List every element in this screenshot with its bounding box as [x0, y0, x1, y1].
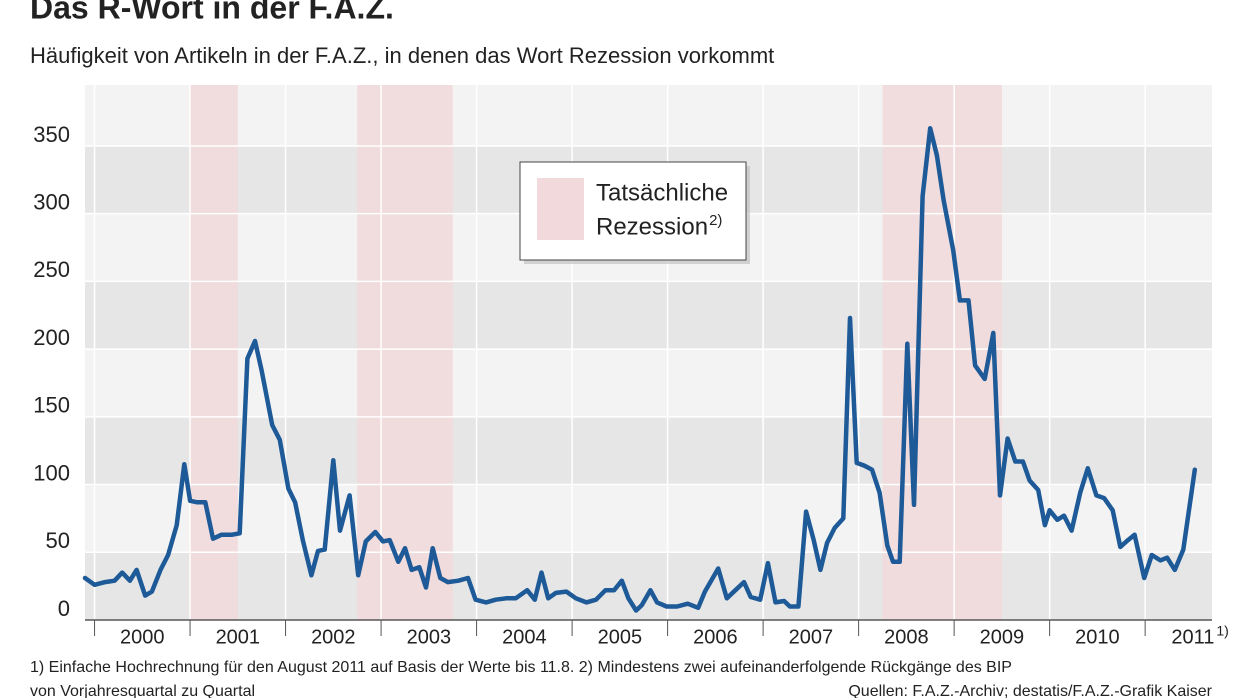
x-tick-label: 2010 [1075, 626, 1120, 648]
footnote: von Vorjahresquartal zu Quartal [30, 683, 255, 698]
source: Quellen: F.A.Z.-Archiv; destatis/F.A.Z.-… [848, 683, 1212, 698]
x-tick-label: 2006 [693, 626, 738, 648]
x-tick-label: 2005 [598, 626, 643, 648]
x-tick-label: 2002 [311, 626, 356, 648]
grid-band [85, 552, 1212, 620]
x-tick-label: 2004 [502, 626, 547, 648]
grid-band [85, 281, 1212, 350]
x-tick-label: 2009 [980, 626, 1025, 648]
legend-note: 2) [709, 212, 722, 229]
x-tick-label: 2008 [884, 626, 929, 648]
x-tick-label: 2007 [789, 626, 834, 648]
recession-band [357, 85, 453, 620]
y-tick-label: 50 [46, 528, 70, 553]
grid-band [85, 85, 1212, 146]
legend-label: Tatsächliche [596, 179, 728, 206]
grid-band [85, 349, 1212, 417]
y-tick-label: 300 [33, 189, 70, 214]
chart-title: Das R-Wort in der F.A.Z. [30, 0, 394, 25]
x-tick-label: 2011 [1171, 626, 1214, 648]
y-tick-label: 150 [33, 393, 70, 418]
data-line [82, 126, 1198, 613]
recession-band [190, 85, 238, 620]
footnote: 1) Einfache Hochrechnung für den August … [30, 659, 1012, 676]
x-tick-label: 2001 [216, 626, 261, 648]
y-tick-label: 200 [33, 325, 70, 350]
legend-label: Rezession [596, 213, 708, 240]
legend-swatch [537, 178, 584, 240]
grid-band [85, 484, 1212, 553]
y-tick-label: 350 [33, 122, 70, 147]
y-tick-label: 250 [33, 257, 70, 282]
x-tick-note: 1) [1216, 623, 1228, 639]
plot-area: 0 50 100 150 200 250 300 350 2000 2001 2002 2003 200… [33, 85, 1229, 648]
grid-band [85, 416, 1212, 485]
x-tick-label: 2003 [407, 626, 452, 648]
y-tick-label: 0 [58, 596, 70, 621]
y-tick-label: 100 [33, 460, 70, 485]
chart-subtitle: Häufigkeit von Artikeln in der F.A.Z., i… [30, 43, 774, 68]
x-tick-label: 2000 [120, 626, 165, 648]
